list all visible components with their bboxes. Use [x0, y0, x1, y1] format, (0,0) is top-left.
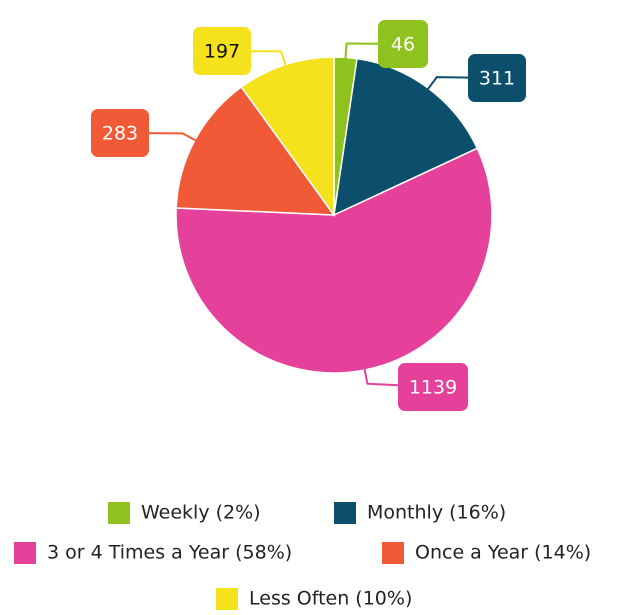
- data-label: 283: [102, 123, 138, 145]
- data-label: 197: [204, 41, 240, 63]
- legend-swatch: [14, 542, 36, 564]
- legend-swatch: [382, 542, 404, 564]
- data-label: 311: [479, 68, 515, 90]
- legend-label: Less Often (10%): [249, 588, 412, 610]
- label-box: [468, 54, 526, 102]
- legend-label: 3 or 4 Times a Year (58%): [47, 542, 292, 564]
- label-box: [193, 27, 251, 75]
- label-box: [378, 20, 428, 68]
- legend-swatch: [216, 588, 238, 610]
- label-box: [398, 363, 468, 411]
- data-label: 1139: [409, 377, 457, 399]
- legend-label: Weekly (2%): [141, 502, 261, 524]
- data-label: 46: [391, 34, 415, 56]
- legend-swatch: [108, 502, 130, 524]
- legend-swatch: [334, 502, 356, 524]
- legend-label: Once a Year (14%): [415, 542, 591, 564]
- label-box: [91, 109, 149, 157]
- legend-label: Monthly (16%): [367, 502, 506, 524]
